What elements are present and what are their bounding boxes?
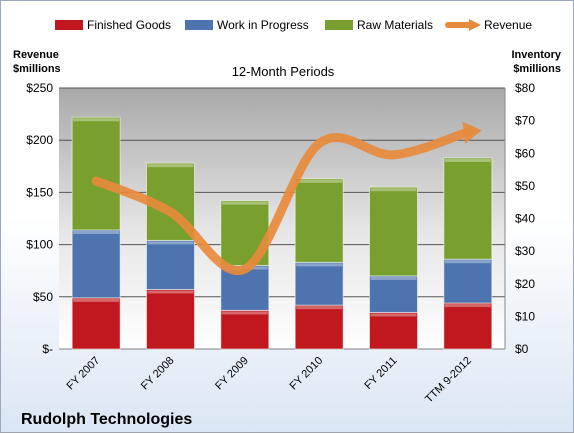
right-tick-label: $20: [515, 277, 535, 291]
bar-highlight: [370, 313, 417, 317]
left-tick-label: $250: [26, 81, 53, 95]
left-tick-label: $100: [26, 238, 53, 252]
company-name: Rudolph Technologies: [21, 411, 192, 428]
bar-work-in-progress: [146, 239, 195, 290]
left-axis-title-line2: $millions: [13, 63, 61, 75]
right-tick-label: $60: [515, 146, 535, 160]
bar-work-in-progress: [71, 229, 121, 299]
bar-raw-materials: [71, 116, 121, 231]
bar-highlight: [296, 179, 343, 183]
bar-highlight: [221, 311, 268, 315]
bar-highlight: [147, 241, 194, 245]
bar-finished-goods: [71, 297, 121, 350]
legend-swatch-finished-goods: [55, 20, 83, 30]
bar-work-in-progress: [294, 261, 344, 306]
category-label: FY 2008: [139, 355, 177, 393]
right-tick-label: $0: [515, 342, 529, 356]
bar-work-in-progress: [369, 275, 418, 313]
category-label: FY 2009: [213, 355, 251, 393]
legend: Finished Goods Work in Progress Raw Mate…: [55, 18, 532, 32]
bar-raw-materials: [294, 178, 344, 263]
right-tick-label: $30: [515, 244, 535, 258]
bar-finished-goods: [443, 302, 493, 350]
bar-finished-goods: [220, 309, 270, 350]
bar-highlight: [147, 290, 194, 294]
left-tick-label: $-: [42, 342, 53, 356]
chart-title: 12-Month Periods: [232, 64, 335, 79]
category-label: FY 2011: [362, 355, 399, 392]
legend-swatch-raw-materials: [325, 20, 353, 30]
right-axis-title-line2: $millions: [513, 63, 561, 75]
revenue-line-group: [91, 121, 482, 276]
category-label: TTM 9-2012: [423, 355, 474, 406]
bar-raw-materials: [369, 186, 418, 277]
bar-highlight: [444, 304, 491, 308]
bar-raw-materials: [443, 157, 493, 260]
left-tick-label: $200: [26, 133, 53, 147]
left-tick-label: $50: [33, 290, 53, 304]
right-tick-label: $80: [515, 81, 535, 95]
bar-finished-goods: [146, 288, 195, 350]
legend-swatch-work-in-progress: [185, 20, 213, 30]
bar-highlight: [73, 118, 120, 122]
legend-arrow-revenue: [469, 19, 481, 31]
right-axis-title-line1: Inventory: [511, 49, 561, 61]
bar-highlight: [73, 298, 120, 302]
bar-work-in-progress: [443, 258, 493, 304]
bar-highlight: [147, 164, 194, 168]
bar-highlight: [444, 260, 491, 264]
bar-highlight: [370, 188, 417, 192]
right-tick-label: $70: [515, 114, 535, 128]
bar-group: [71, 116, 493, 350]
right-tick-label: $10: [515, 309, 535, 323]
legend-label-work-in-progress: Work in Progress: [217, 18, 309, 32]
bar-highlight: [73, 230, 120, 234]
bar-highlight: [296, 263, 343, 267]
bar-highlight: [444, 158, 491, 162]
revenue-arrowhead: [462, 121, 482, 144]
left-tick-label: $150: [26, 185, 53, 199]
bar-highlight: [221, 201, 268, 205]
revenue-line: [91, 127, 473, 276]
bar-finished-goods: [369, 311, 418, 350]
bar-highlight: [370, 276, 417, 280]
left-axis-title-line1: Revenue: [13, 49, 59, 61]
legend-label-revenue: Revenue: [484, 18, 532, 32]
bar-highlight: [296, 306, 343, 310]
category-label: FY 2010: [288, 355, 326, 393]
right-tick-label: $50: [515, 179, 535, 193]
category-label: FY 2007: [65, 355, 103, 393]
legend-label-raw-materials: Raw Materials: [357, 18, 433, 32]
legend-label-finished-goods: Finished Goods: [87, 18, 171, 32]
bar-finished-goods: [294, 304, 344, 350]
right-tick-label: $40: [515, 212, 535, 226]
